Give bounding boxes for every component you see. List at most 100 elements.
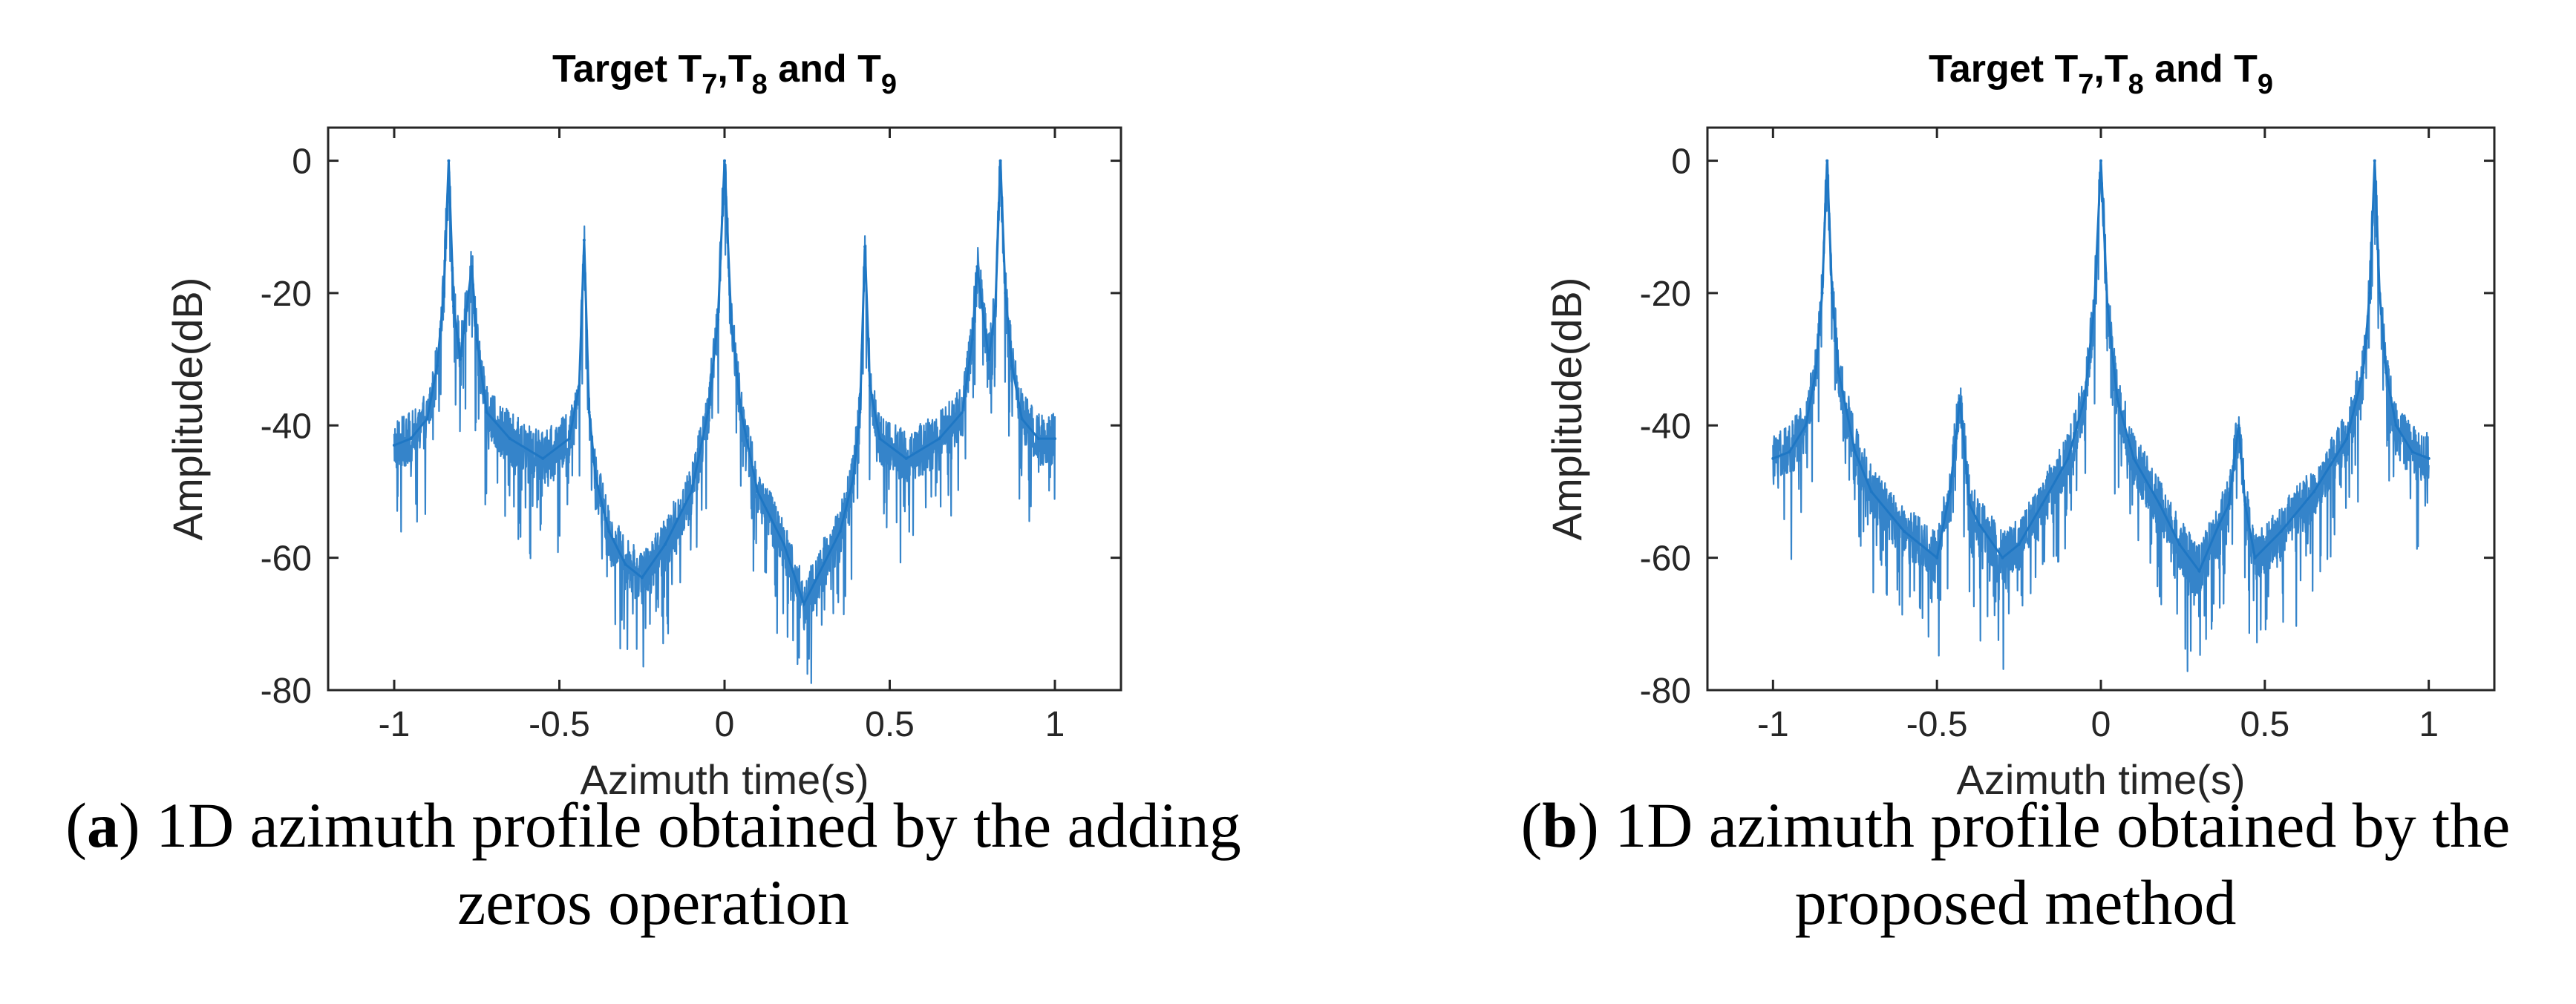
ytick-label-a-3: -60 [261, 539, 312, 579]
xtick-label-b-2: 0 [2091, 705, 2111, 744]
data-point-b-0-40 [2373, 159, 2376, 163]
ytick-label-a-4: -80 [261, 672, 312, 711]
title-part-b-4: and T [2144, 47, 2258, 91]
data-point-b-0-33 [2253, 556, 2257, 560]
data-point-b-0-14 [1968, 503, 1972, 507]
data-point-a-0-5 [447, 159, 451, 163]
caption-b-line1: (b) 1D azimuth profile obtained by the [1455, 787, 2576, 864]
data-point-a-0-32 [815, 576, 819, 580]
data-point-a-0-26 [723, 159, 726, 163]
data-point-b-0-22 [2099, 159, 2102, 163]
data-point-b-0-11 [1935, 556, 1939, 560]
data-point-a-0-52 [1053, 437, 1056, 441]
caption-b-line2: proposed method [1794, 867, 2237, 938]
data-point-a-0-27 [729, 318, 733, 321]
data-point-b-0-16 [2001, 556, 2004, 560]
series-noise-a-0 [393, 160, 1056, 684]
x-axis-label-a: Azimuth time(s) [581, 756, 869, 803]
ytick-label-b-1: -20 [1640, 275, 1691, 314]
title-part-a-3: 8 [752, 69, 768, 100]
title-part-b-0: Target T [1929, 47, 2079, 91]
xtick-label-b-0: -1 [1757, 705, 1789, 744]
data-point-a-0-43 [975, 265, 979, 269]
data-point-b-0-38 [2361, 371, 2365, 374]
data-point-a-0-1 [409, 437, 413, 441]
data-point-a-0-22 [663, 542, 667, 546]
data-point-b-0-2 [1804, 424, 1808, 427]
data-point-a-0-30 [782, 542, 786, 546]
title-part-a-0: Target T [552, 47, 702, 91]
data-point-a-0-35 [858, 410, 862, 414]
data-point-a-0-11 [485, 410, 488, 414]
data-point-b-0-31 [2237, 424, 2240, 427]
caption-a-text: ) 1D azimuth profile obtained by the add… [118, 790, 1241, 861]
data-point-b-0-39 [2368, 291, 2372, 295]
caption-b: (b) 1D azimuth profile obtained by the p… [1455, 787, 2576, 941]
data-point-a-0-4 [442, 291, 445, 295]
data-point-a-0-44 [981, 304, 984, 308]
caption-b-open: ( [1520, 790, 1543, 861]
data-point-b-0-3 [1814, 371, 1817, 374]
data-point-b-0-4 [1820, 291, 1824, 295]
xtick-label-b-4: 1 [2419, 705, 2439, 744]
data-point-b-0-27 [2178, 542, 2181, 546]
data-point-a-0-46 [993, 304, 997, 308]
xtick-label-a-2: 0 [715, 705, 735, 744]
caption-b-label: b [1542, 790, 1578, 861]
data-point-b-0-44 [2410, 450, 2414, 453]
title-part-b-5: 9 [2258, 69, 2273, 100]
title-part-a-5: 9 [881, 69, 897, 100]
data-point-a-0-50 [1020, 417, 1024, 421]
chart-title-b: Target T7,T8 and T9 [1929, 47, 2273, 100]
data-point-b-0-30 [2227, 503, 2231, 507]
caption-a-line1: (a) 1D azimuth profile obtained by the a… [15, 787, 1292, 864]
data-point-b-0-0 [1771, 456, 1775, 460]
data-point-a-0-37 [868, 384, 872, 387]
caption-a-line2: zeros operation [457, 867, 849, 938]
data-point-a-0-9 [470, 265, 474, 269]
data-point-a-0-40 [938, 437, 941, 441]
data-point-a-0-38 [878, 437, 882, 441]
data-point-b-0-26 [2158, 503, 2162, 507]
data-point-b-0-34 [2279, 530, 2283, 533]
ytick-label-b-2: -40 [1640, 407, 1691, 446]
data-point-a-0-10 [475, 338, 479, 341]
data-point-a-0-34 [851, 476, 855, 480]
title-part-b-1: 7 [2078, 69, 2093, 100]
data-point-a-0-39 [904, 456, 908, 460]
data-point-a-0-2 [425, 417, 429, 421]
data-point-a-0-36 [863, 245, 867, 249]
data-point-b-0-21 [2093, 304, 2096, 308]
ytick-label-b-4: -80 [1640, 672, 1691, 711]
data-point-a-0-21 [640, 576, 644, 580]
data-point-a-0-23 [690, 490, 693, 493]
data-point-a-0-17 [587, 410, 591, 414]
data-point-a-0-51 [1036, 437, 1040, 441]
data-point-b-0-9 [1869, 490, 1873, 493]
data-point-a-0-28 [739, 410, 743, 414]
data-point-b-0-41 [2378, 291, 2382, 295]
data-point-b-0-24 [2116, 397, 2119, 401]
data-point-a-0-47 [998, 159, 1002, 163]
caption-b-text: ) 1D azimuth profile obtained by the [1578, 790, 2511, 861]
title-part-b-2: ,T [2093, 47, 2128, 91]
xtick-label-a-1: -0.5 [529, 705, 590, 744]
series-line-b-0 [1772, 160, 2430, 574]
data-point-b-0-20 [2082, 397, 2086, 401]
data-point-b-0-7 [1837, 371, 1840, 374]
y-axis-label-b: Amplitude(dB) [1543, 278, 1590, 541]
xtick-label-a-3: 0.5 [865, 705, 915, 744]
data-point-a-0-16 [582, 238, 586, 242]
data-point-b-0-12 [1948, 490, 1952, 493]
data-point-a-0-14 [567, 437, 571, 441]
ytick-label-a-2: -40 [261, 407, 312, 446]
xtick-label-b-3: 0.5 [2240, 705, 2289, 744]
data-point-b-0-17 [2017, 542, 2021, 546]
data-point-b-0-10 [1903, 530, 1906, 533]
data-point-b-0-29 [2217, 523, 2220, 527]
data-point-a-0-24 [706, 410, 710, 414]
data-point-b-0-18 [2040, 503, 2044, 507]
data-point-a-0-8 [465, 304, 468, 308]
data-point-b-0-13 [1958, 397, 1962, 401]
